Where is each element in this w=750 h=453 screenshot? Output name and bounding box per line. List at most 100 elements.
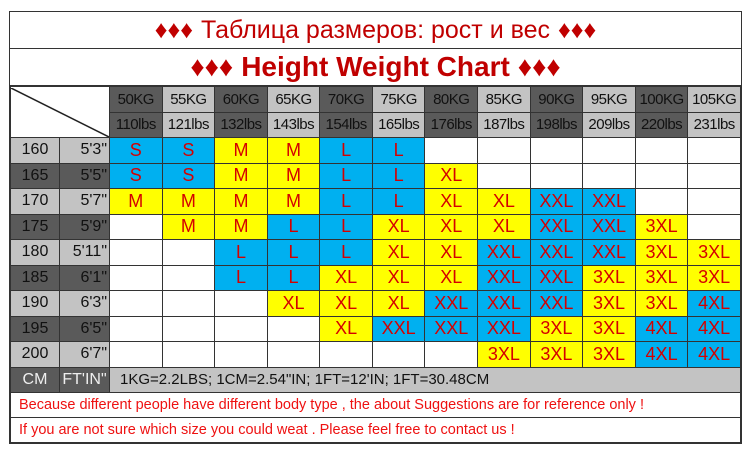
size-cell: M [214,188,268,215]
size-table: 50KG 55KG 60KG 65KG 70KG 75KG 80KG 85KG 90KG 95KG… [10,86,741,443]
size-cell: L [266,213,321,240]
size-cell: 4XL [687,341,741,368]
size-cell: XL [319,264,373,291]
height-cm-cell: 170 [10,188,60,215]
note-row: Because different people have different … [10,392,741,418]
height-cm-cell: 185 [10,264,60,291]
ft-in-label: FT'IN" [59,366,110,393]
size-cell: L [371,188,426,215]
height-cm-cell: 190 [10,290,60,317]
size-cell [266,341,321,368]
size-cell [214,341,268,368]
size-cell: XL [266,290,321,317]
height-cm-cell: 160 [10,137,60,164]
size-cell: L [214,239,268,266]
size-cell: L [319,137,373,164]
weight-kg-header: 50KG [109,86,163,113]
weight-kg-header: 105KG [687,86,741,113]
size-cell: 4XL [687,315,741,342]
size-cell: XL [477,213,531,240]
size-cell: M [109,188,163,215]
weight-lbs-header: 209lbs [582,111,636,138]
weight-kg-header: 80KG [424,86,479,113]
size-cell [634,137,689,164]
title-en-text: Height Weight Chart [241,51,510,82]
height-ft-cell: 5'9" [59,213,110,240]
size-cell: L [319,239,373,266]
weight-kg-header: 55KG [161,86,216,113]
size-cell [109,264,163,291]
size-cell [109,290,163,317]
size-cell: XXL [477,290,531,317]
weight-kg-header: 60KG [214,86,268,113]
size-chart: ♦♦♦ Таблица размеров: рост и вес ♦♦♦ ♦♦♦… [9,11,742,444]
size-cell [109,341,163,368]
size-cell: XXL [529,264,584,291]
height-ft-cell: 6'3" [59,290,110,317]
size-cell [266,315,321,342]
weight-lbs-header: 143lbs [266,111,321,138]
table-row: 180 5'11" L L L XL XL XXL XXL XXL 3XL 3XL [10,239,741,266]
weight-kg-header: 85KG [477,86,531,113]
conversion-text: 1KG=2.2LBS; 1CM=2.54"IN; 1FT=12'IN; 1FT=… [109,366,741,393]
title-russian: ♦♦♦ Таблица размеров: рост и вес ♦♦♦ [10,12,741,49]
disclaimer-note1: Because different people have different … [10,392,741,418]
note-row: If you are not sure which size you could… [10,417,741,443]
size-cell: 4XL [634,315,689,342]
size-cell: XXL [477,264,531,291]
size-cell: L [214,264,268,291]
size-cell: XL [424,239,479,266]
size-cell: XL [477,188,531,215]
height-cm-cell: 175 [10,213,60,240]
diagonal-corner-cell [10,86,110,138]
weight-lbs-header: 110lbs [109,111,163,138]
size-cell [214,315,268,342]
height-ft-cell: 6'7" [59,341,110,368]
diamond-icon: ♦♦♦ [558,15,597,44]
size-cell: S [161,137,216,164]
size-cell [214,290,268,317]
size-cell: S [109,162,163,189]
size-cell: M [214,213,268,240]
size-cell: M [214,162,268,189]
weight-lbs-header: 154lbs [319,111,373,138]
height-ft-cell: 6'5" [59,315,110,342]
size-cell: M [266,188,321,215]
size-cell: XL [371,239,426,266]
size-cell: 3XL [634,239,689,266]
size-cell [529,137,584,164]
height-ft-cell: 5'5" [59,162,110,189]
size-cell: 4XL [687,290,741,317]
table-row: 175 5'9" M M L L XL XL XL XXL XXL 3XL [10,213,741,240]
size-cell: 3XL [582,264,636,291]
disclaimer-note2: If you are not sure which size you could… [10,417,741,443]
size-cell: XL [424,213,479,240]
size-cell: L [319,213,373,240]
size-cell: XL [371,213,426,240]
size-cell [582,162,636,189]
size-cell: L [319,188,373,215]
size-cell: 3XL [687,264,741,291]
diamond-icon: ♦♦♦ [190,51,234,82]
table-row: 170 5'7" M M M M L L XL XL XXL XXL [10,188,741,215]
weight-lbs-header: 132lbs [214,111,268,138]
diamond-icon: ♦♦♦ [517,51,561,82]
size-cell: XXL [424,290,479,317]
size-cell [687,162,741,189]
size-cell: XXL [529,188,584,215]
size-cell: XL [424,188,479,215]
cm-label: CM [10,366,60,393]
size-cell: XL [424,264,479,291]
height-cm-cell: 200 [10,341,60,368]
size-cell [424,341,479,368]
size-cell: 3XL [634,213,689,240]
size-cell: 3XL [477,341,531,368]
table-row: 185 6'1" L L XL XL XL XXL XXL 3XL 3XL 3XL [10,264,741,291]
weight-kg-header: 95KG [582,86,636,113]
table-row: 190 6'3" XL XL XL XXL XXL XXL 3XL 3XL 4XL [10,290,741,317]
size-cell [161,315,216,342]
size-cell [634,188,689,215]
size-cell [319,341,373,368]
weight-lbs-header: 231lbs [687,111,741,138]
size-cell: L [266,239,321,266]
